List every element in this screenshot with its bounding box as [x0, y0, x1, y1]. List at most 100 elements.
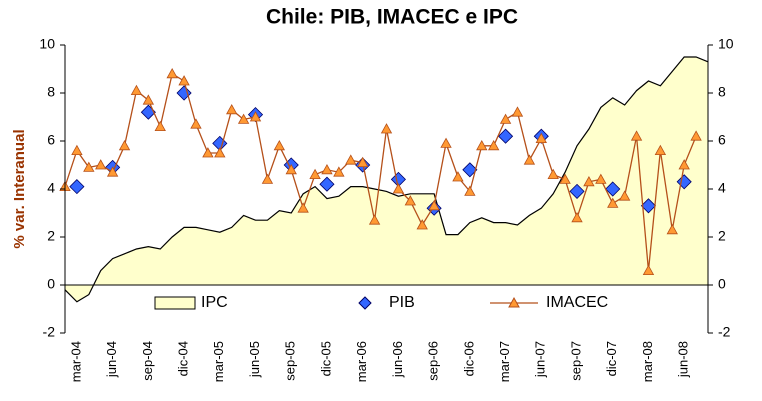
x-tick-label: jun-05 — [247, 341, 262, 378]
marker — [261, 173, 274, 184]
marker — [630, 130, 643, 141]
marker — [428, 199, 440, 211]
marker — [357, 156, 369, 167]
marker — [118, 139, 131, 151]
marker — [605, 181, 621, 197]
y2-tick-label: 0 — [718, 276, 726, 292]
legend-swatch — [154, 296, 196, 310]
marker — [547, 168, 559, 179]
x-tick-label: jun-07 — [533, 341, 548, 378]
legend-label: IMACEC — [546, 294, 608, 311]
y2-tick-label: 6 — [718, 132, 726, 148]
marker — [511, 106, 524, 117]
marker — [607, 197, 619, 208]
marker — [166, 67, 178, 79]
marker — [178, 75, 190, 86]
marker — [487, 139, 500, 151]
marker — [571, 211, 583, 223]
marker — [202, 147, 214, 158]
x-tick-label: mar-04 — [68, 341, 83, 382]
y2-tick-label: 2 — [718, 228, 726, 244]
marker — [83, 161, 95, 172]
y-tick-label: -2 — [43, 324, 56, 340]
marker — [176, 85, 192, 101]
marker — [416, 219, 428, 230]
marker — [678, 159, 690, 170]
y2-tick-label: -2 — [718, 324, 731, 340]
legend-swatch — [508, 296, 520, 308]
marker — [523, 154, 536, 165]
marker — [368, 214, 381, 225]
y2-tick-label: 4 — [718, 180, 726, 196]
marker — [345, 154, 357, 165]
marker — [273, 139, 286, 151]
y-tick-label: 8 — [47, 84, 55, 100]
marker — [618, 190, 631, 201]
marker — [190, 118, 202, 129]
marker — [476, 139, 488, 151]
x-tick-label: sep-05 — [283, 341, 298, 381]
x-tick-label: dic-06 — [461, 341, 476, 376]
area — [65, 57, 708, 302]
marker — [642, 264, 655, 275]
marker — [654, 144, 667, 155]
x-tick-label: jun-04 — [104, 341, 119, 378]
marker — [462, 162, 478, 178]
y-tick-label: 10 — [39, 36, 55, 52]
legend-swatch — [358, 296, 372, 310]
x-tick-label: sep-06 — [426, 341, 441, 381]
marker — [535, 132, 547, 143]
marker — [440, 137, 452, 148]
marker — [595, 173, 607, 184]
marker — [498, 128, 514, 144]
y-tick-label: 0 — [47, 276, 55, 292]
marker — [690, 130, 702, 141]
legend-item: IMACEC — [490, 294, 608, 311]
marker — [676, 174, 692, 190]
marker — [154, 120, 166, 131]
x-tick-label: dic-07 — [604, 341, 619, 376]
marker — [309, 168, 321, 179]
x-tick-label: dic-04 — [176, 341, 191, 376]
y-tick-label: 4 — [47, 180, 55, 196]
y-tick-label: 2 — [47, 228, 55, 244]
legend-label: PIB — [389, 294, 415, 311]
marker — [214, 147, 226, 158]
legend-label: IPC — [201, 294, 228, 311]
marker — [106, 166, 119, 177]
area-outline — [64, 56, 709, 303]
marker — [249, 111, 262, 122]
marker — [392, 183, 405, 194]
x-tick-label: jun-08 — [676, 341, 691, 378]
marker — [452, 171, 464, 182]
marker — [71, 144, 83, 155]
legend-item: IPC — [154, 294, 228, 311]
y-axis-label: % var. Interanual — [11, 129, 28, 248]
marker — [569, 183, 585, 199]
x-tick-label: mar-05 — [211, 341, 226, 382]
marker — [333, 166, 345, 177]
x-tick-label: mar-06 — [354, 341, 369, 382]
marker — [237, 113, 250, 124]
marker — [285, 163, 297, 175]
x-tick-label: mar-08 — [640, 341, 655, 382]
legend-item: PIB — [358, 294, 415, 311]
marker — [464, 185, 476, 196]
marker — [142, 94, 155, 105]
marker — [69, 179, 85, 195]
x-tick-label: mar-07 — [497, 341, 512, 382]
marker — [499, 113, 512, 124]
x-tick-label: dic-05 — [318, 341, 333, 376]
marker — [380, 123, 393, 134]
x-tick-label: sep-04 — [140, 341, 155, 381]
x-tick-label: sep-07 — [568, 341, 583, 381]
chart-title: Chile: PIB, IMACEC e IPC — [266, 6, 518, 29]
y2-tick-label: 8 — [718, 84, 726, 100]
marker — [226, 103, 238, 115]
marker — [583, 175, 595, 187]
marker — [321, 163, 333, 175]
marker — [559, 173, 571, 184]
marker — [95, 159, 107, 170]
marker — [640, 198, 657, 214]
